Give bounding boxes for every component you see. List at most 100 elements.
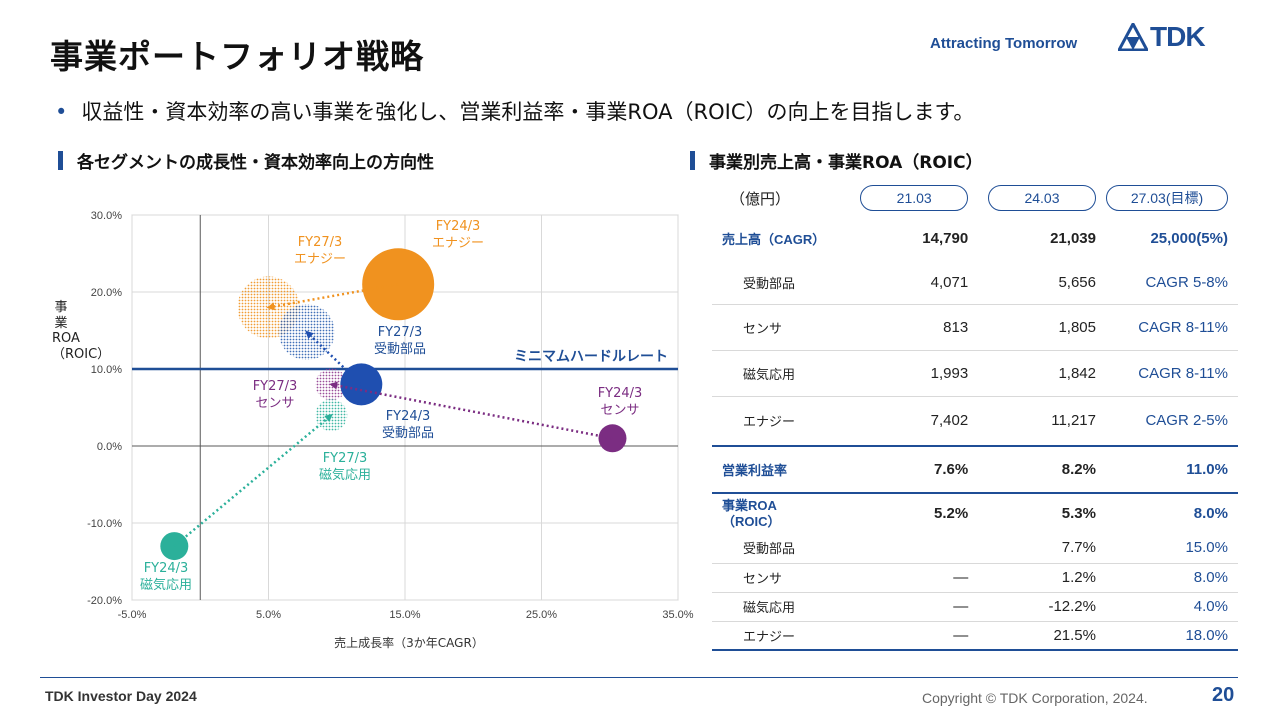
roa-row-v3: 8.0%	[1105, 563, 1238, 593]
col-header-2: 24.03	[978, 181, 1106, 215]
y-tick-label: 30.0%	[91, 210, 122, 222]
bubble-label-period: FY27/3	[298, 235, 343, 250]
x-tick-label: 15.0%	[389, 609, 420, 621]
bubble-label-segment: 受動部品	[374, 342, 426, 357]
bubble-fy24-3-1	[362, 248, 435, 321]
table-header-row: （億円） 21.03 24.03 27.03(目標)	[712, 181, 1238, 215]
sales-2103: 14,790	[922, 230, 969, 247]
footer-divider	[40, 677, 1238, 678]
sales-row-label: 磁気応用	[712, 350, 857, 397]
bubble-chart-svg: 30.0% 20.0% 10.0% 0.0% -10.0% -20.0% -5.0% 5.0%…	[87, 210, 694, 650]
trajectory-arrow	[266, 283, 399, 311]
chart-section-title: 各セグメントの成長性・資本効率向上の方向性	[58, 148, 434, 173]
hurdle-label: ミニマムハードルレート	[514, 349, 668, 365]
footer-event: TDK Investor Day 2024	[45, 688, 197, 704]
summary-bullet: • 収益性・資本効率の高い事業を強化し、営業利益率・事業ROA（ROIC）の向上を…	[55, 96, 974, 126]
section-bar-icon	[690, 151, 695, 170]
sales-row-v3: CAGR 2-5%	[1105, 396, 1238, 447]
sales-2703: 25,000(5%)	[1150, 230, 1228, 247]
op-margin-label: 営業利益率	[712, 446, 857, 494]
sales-row-v1: 4,071	[856, 262, 979, 305]
roa-2703: 8.0%	[1193, 505, 1228, 522]
sales-row-v1: 1,993	[856, 350, 979, 397]
roa-total-row: 事業ROA （ROIC） 5.2% 5.3% 8.0%	[712, 493, 1238, 533]
bubble-label-segment: 磁気応用	[140, 577, 192, 593]
roa-row-label: 磁気応用	[712, 592, 857, 622]
roa-2403: 5.3%	[1061, 505, 1096, 522]
sales-row-v2: 1,842	[978, 350, 1106, 397]
table-row: センサ 813 1,805 CAGR 8-11%	[712, 304, 1238, 351]
summary-text: 収益性・資本効率の高い事業を強化し、営業利益率・事業ROA（ROIC）の向上を目…	[81, 100, 975, 124]
x-tick-label: 35.0%	[662, 609, 693, 621]
roa-row-v1: —	[856, 563, 979, 593]
sales-row-v2: 1,805	[978, 304, 1106, 351]
y-tick-label: 0.0%	[97, 441, 122, 453]
op-margin-2103: 7.6%	[856, 446, 979, 494]
sales-row-label: 受動部品	[712, 262, 857, 305]
company-logo: TDK	[1118, 21, 1206, 52]
bubble-label-segment: エナジー	[294, 252, 346, 267]
roa-row-v1: —	[856, 621, 979, 651]
table-row: 磁気応用 — -12.2% 4.0%	[712, 592, 1238, 622]
table-row: エナジー — 21.5% 18.0%	[712, 621, 1238, 651]
y-tick-label: 10.0%	[91, 364, 122, 376]
sales-row-v1: 813	[856, 304, 979, 351]
col-header-1: 21.03	[857, 181, 979, 215]
roa-row-v2: 1.2%	[978, 563, 1106, 593]
bubble-fy27-3-2	[278, 304, 335, 361]
y-tick-label: -10.0%	[87, 518, 122, 530]
unit-label: （億円）	[730, 190, 791, 208]
x-axis-title: 売上成長率（3か年CAGR）	[334, 635, 484, 650]
bubble-label-period: FY27/3	[323, 451, 368, 466]
table-section-title: 事業別売上高・事業ROA（ROIC）	[690, 148, 983, 173]
roa-row-v3: 15.0%	[1105, 533, 1238, 564]
bubble-label-period: FY24/3	[386, 409, 431, 424]
y-tick-label: -20.0%	[87, 595, 122, 607]
op-margin-2703: 11.0%	[1105, 446, 1238, 494]
x-tick-label: 5.0%	[256, 609, 281, 621]
tagline: Attracting Tomorrow	[930, 35, 1078, 52]
sales-row-v2: 5,656	[978, 262, 1106, 305]
roa-row-v1	[856, 533, 979, 564]
bubble-label-period: FY27/3	[253, 379, 298, 394]
bubble-label-segment: 受動部品	[382, 426, 434, 441]
logo-text: TDK	[1150, 21, 1206, 52]
op-margin-row: 営業利益率 7.6% 8.2% 11.0%	[712, 446, 1238, 494]
sales-total-row: 売上高（CAGR） 14,790 21,039 25,000(5%)	[712, 215, 1238, 262]
footer-copyright: Copyright © TDK Corporation, 2024.	[922, 690, 1148, 706]
roa-row-label: 受動部品	[712, 533, 857, 564]
x-tick-label: -5.0%	[118, 609, 147, 621]
table-row: 磁気応用 1,993 1,842 CAGR 8-11%	[712, 350, 1238, 397]
table-row: エナジー 7,402 11,217 CAGR 2-5%	[712, 396, 1238, 447]
financial-table: （億円） 21.03 24.03 27.03(目標) 売上高（CAGR） 14,…	[712, 181, 1238, 651]
bubble-label-period: FY27/3	[378, 325, 423, 340]
roa-label: 事業ROA （ROIC）	[712, 493, 857, 533]
col-pill-2703: 27.03(目標)	[1106, 185, 1228, 211]
roa-label-line2: （ROIC）	[722, 513, 781, 529]
bubble-label-period: FY24/3	[598, 386, 643, 401]
sales-row-label: センサ	[712, 304, 857, 351]
roa-label-line1: 事業ROA	[722, 497, 777, 513]
bullet-dot-icon: •	[55, 100, 68, 124]
sales-row-v3: CAGR 8-11%	[1105, 350, 1238, 397]
op-margin-2403: 8.2%	[978, 446, 1106, 494]
y-tick-label: 20.0%	[91, 287, 122, 299]
table-row: 受動部品 7.7% 15.0%	[712, 533, 1238, 564]
roa-row-label: エナジー	[712, 621, 857, 651]
sales-row-v2: 11,217	[978, 396, 1106, 447]
roa-2103: 5.2%	[933, 505, 969, 522]
sales-2403: 21,039	[1050, 230, 1096, 247]
bubble-label-segment: 磁気応用	[319, 467, 371, 483]
chart-section-title-text: 各セグメントの成長性・資本効率向上の方向性	[77, 153, 434, 173]
section-bar-icon	[58, 151, 63, 170]
bubble-label-period: FY24/3	[436, 219, 481, 234]
col-pill-2103: 21.03	[860, 185, 969, 211]
bubble-chart: 30.0% 20.0% 10.0% 0.0% -10.0% -20.0% -5.0% 5.0%…	[40, 200, 700, 660]
roa-row-v3: 4.0%	[1105, 592, 1238, 622]
page-title: 事業ポートフォリオ戦略	[50, 37, 424, 76]
roa-row-v1: —	[856, 592, 979, 622]
sales-row-label: エナジー	[712, 396, 857, 447]
table-section-title-text: 事業別売上高・事業ROA（ROIC）	[709, 153, 983, 173]
col-header-3: 27.03(目標)	[1106, 181, 1238, 215]
bubble-label-segment: エナジー	[432, 236, 484, 251]
